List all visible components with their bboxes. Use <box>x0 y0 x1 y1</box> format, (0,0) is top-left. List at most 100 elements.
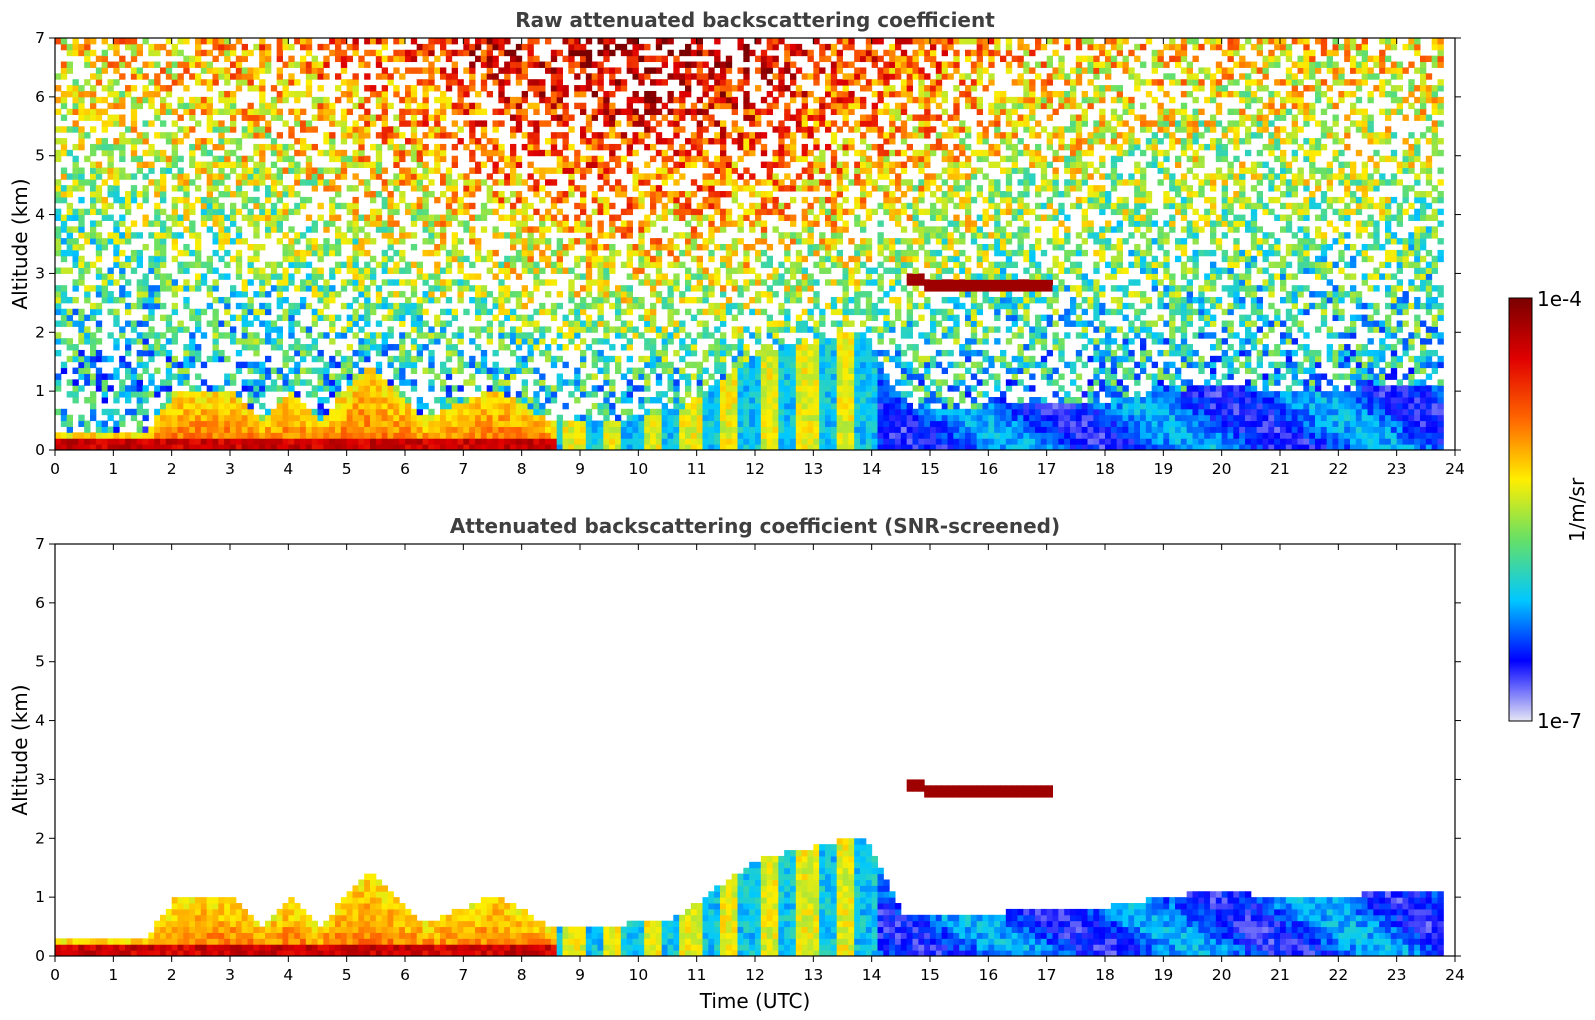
heatmap-cell <box>714 244 721 251</box>
heatmap-cell <box>78 314 85 322</box>
heatmap-cell <box>305 332 313 339</box>
heatmap-cell <box>136 285 143 292</box>
heatmap-cell <box>107 279 114 286</box>
heatmap-cell <box>463 179 470 186</box>
heatmap-cell <box>510 49 517 57</box>
heatmap-cell <box>101 96 108 104</box>
heatmap-cell <box>533 320 540 327</box>
heatmap-cell <box>130 120 138 127</box>
heatmap-cell <box>189 338 196 345</box>
heatmap-cell <box>224 102 231 110</box>
heatmap-cell <box>317 349 324 357</box>
heatmap-cell <box>690 108 698 116</box>
heatmap-cell <box>335 43 342 51</box>
heatmap-cell <box>107 102 114 110</box>
heatmap-cell <box>591 143 598 151</box>
heatmap-cell <box>690 132 698 139</box>
heatmap-cell <box>399 120 406 127</box>
heatmap-cell <box>585 255 593 263</box>
heatmap-cell <box>410 414 418 422</box>
heatmap-cell <box>370 214 377 221</box>
heatmap-cell <box>597 444 604 450</box>
heatmap-cell <box>609 326 616 333</box>
heatmap-cell <box>731 179 738 186</box>
heatmap-cell <box>381 279 388 286</box>
heatmap-cell <box>72 244 79 251</box>
heatmap-cell <box>451 314 458 322</box>
heatmap-cell <box>235 73 243 80</box>
heatmap-cell <box>270 408 278 416</box>
heatmap-cell <box>370 273 377 280</box>
heatmap-cell <box>632 367 639 374</box>
heatmap-cell <box>475 438 482 445</box>
heatmap-cell <box>381 349 388 357</box>
heatmap-cell <box>638 244 645 251</box>
heatmap-cell <box>317 367 324 374</box>
heatmap-cell <box>673 132 680 139</box>
heatmap-cell <box>311 267 318 274</box>
heatmap-cell <box>428 426 435 433</box>
heatmap-cell <box>60 114 68 121</box>
heatmap-cell <box>597 73 604 80</box>
heatmap-cell <box>679 326 686 333</box>
heatmap-cell <box>305 444 313 450</box>
heatmap-cell <box>469 179 476 186</box>
heatmap-cell <box>107 432 114 439</box>
heatmap-cell <box>183 408 190 416</box>
heatmap-cell <box>218 191 225 198</box>
heatmap-cell <box>632 49 639 57</box>
heatmap-cell <box>95 238 103 245</box>
heatmap-cell <box>568 426 575 433</box>
heatmap-cell <box>480 408 488 416</box>
heatmap-cell <box>667 296 674 304</box>
heatmap-cell <box>90 261 97 269</box>
heatmap-cell <box>696 432 703 439</box>
heatmap-cell <box>241 196 248 204</box>
heatmap-cell <box>562 314 569 322</box>
heatmap-cell <box>667 385 674 392</box>
heatmap-cell <box>101 408 108 416</box>
heatmap-cell <box>154 73 161 80</box>
heatmap-cell <box>457 90 464 98</box>
heatmap-cell <box>72 226 79 233</box>
heatmap-cell <box>288 432 295 439</box>
heatmap-cell <box>486 338 493 345</box>
heatmap-cell <box>451 214 458 221</box>
heatmap-cell <box>130 367 138 374</box>
heatmap-cell <box>329 420 336 427</box>
heatmap-cell <box>527 320 534 327</box>
heatmap-cell <box>399 438 406 445</box>
heatmap-cell <box>574 90 581 98</box>
heatmap-cell <box>90 191 97 198</box>
heatmap-cell <box>562 138 569 145</box>
heatmap-cell <box>107 332 114 339</box>
heatmap-cell <box>550 249 558 257</box>
heatmap-cell <box>428 61 435 68</box>
heatmap-cell <box>195 402 202 410</box>
heatmap-cell <box>720 85 727 92</box>
heatmap-cell <box>101 49 108 57</box>
heatmap-cell <box>107 238 114 245</box>
heatmap-cell <box>440 90 447 98</box>
heatmap-cell <box>142 73 149 80</box>
heatmap-cell <box>626 102 633 110</box>
heatmap-cell <box>154 202 161 210</box>
heatmap-cell <box>486 196 493 204</box>
heatmap-cell <box>154 261 161 269</box>
heatmap-cell <box>90 402 97 410</box>
heatmap-cell <box>212 232 219 239</box>
heatmap-cell <box>329 185 336 192</box>
heatmap-cell <box>428 38 435 45</box>
heatmap-cell <box>708 220 715 227</box>
heatmap-cell <box>294 249 301 257</box>
heatmap-cell <box>714 79 721 86</box>
heatmap-cell <box>405 202 412 210</box>
heatmap-cell <box>113 344 120 351</box>
heatmap-cell <box>259 214 266 221</box>
heatmap-cell <box>282 249 289 257</box>
heatmap-cell <box>399 373 406 380</box>
heatmap-cell <box>399 367 406 374</box>
heatmap-cell <box>171 326 178 333</box>
heatmap-cell <box>177 391 184 398</box>
heatmap-cell <box>200 408 208 416</box>
